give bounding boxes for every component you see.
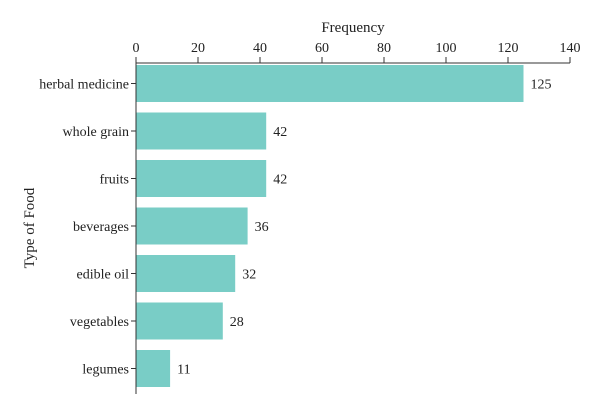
y-axis: herbal medicine whole grain fruits beverage… <box>39 63 137 394</box>
data-label: 42 <box>273 125 287 140</box>
x-axis: 0 20 40 60 80 100 120 140 <box>133 41 581 64</box>
x-axis-title: Frequency <box>321 20 385 36</box>
x-tick-label: 80 <box>377 41 391 56</box>
data-label: 42 <box>273 173 287 188</box>
x-tick-label: 140 <box>560 41 581 56</box>
y-axis-title: Type of Food <box>22 187 38 268</box>
x-tick-label: 0 <box>133 41 140 56</box>
category-label: beverages <box>73 220 129 235</box>
data-label: 28 <box>230 315 244 330</box>
x-tick-label: 120 <box>498 41 519 56</box>
data-label: 125 <box>531 78 552 93</box>
x-tick-label: 40 <box>253 41 267 56</box>
bar <box>136 65 524 102</box>
bar <box>136 350 171 387</box>
category-label: edible oil <box>77 268 130 283</box>
category-label: herbal medicine <box>39 78 129 93</box>
bar <box>136 112 267 150</box>
x-tick-label: 100 <box>436 41 457 56</box>
data-label: 32 <box>242 268 256 283</box>
x-tick-label: 60 <box>315 41 329 56</box>
data-label: 36 <box>255 220 269 235</box>
x-tick-label: 20 <box>191 41 205 56</box>
data-label: 11 <box>177 363 190 378</box>
category-label: fruits <box>99 173 129 188</box>
bar <box>136 207 248 245</box>
category-label: legumes <box>82 363 129 378</box>
category-label: whole grain <box>63 125 129 140</box>
category-label: vegetables <box>70 315 129 330</box>
bar <box>136 255 236 292</box>
bar <box>136 302 223 340</box>
bar <box>136 160 267 197</box>
bars-group: 125 42 42 36 32 28 11 <box>136 65 552 387</box>
